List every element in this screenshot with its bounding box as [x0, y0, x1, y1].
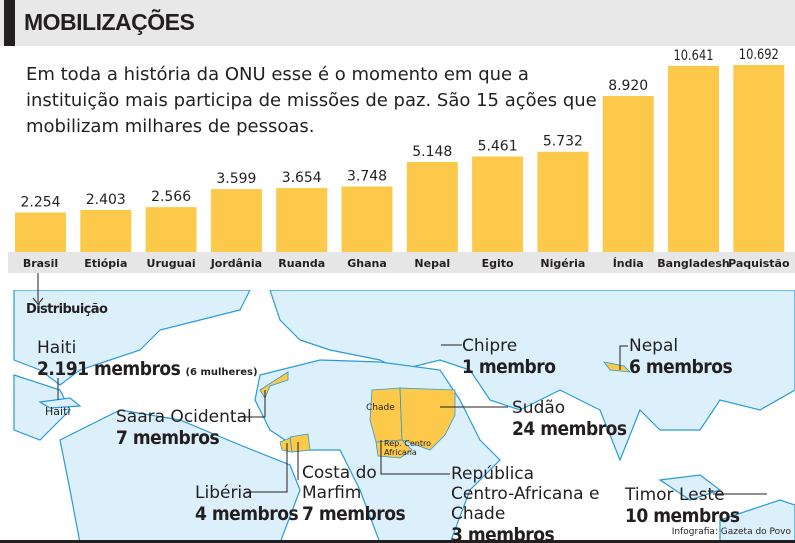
entry-count: 3 membros: [451, 524, 555, 543]
rca-leader: [380, 440, 450, 475]
data-label: 2.254: [21, 195, 61, 211]
entry-count: 10 membros: [625, 505, 740, 527]
car-marker: Rep. Centro Africana: [384, 439, 432, 457]
cote-divoire-highlight: [289, 433, 311, 453]
entry-costa-do-marfim: Costa do Marfim 7 membros: [302, 463, 406, 525]
bar-Ruanda: [276, 188, 328, 252]
data-label: 3.599: [216, 171, 256, 187]
bar-Paquistão: [733, 65, 785, 252]
bar-Bangladesh: [668, 65, 719, 253]
arrow-head: [32, 297, 44, 305]
category-label: Brasil: [23, 257, 58, 270]
entry-count: 4 membros: [195, 503, 299, 525]
intro-text: Em toda a história da ONU esse é o momen…: [26, 64, 597, 137]
data-label: 3.748: [347, 168, 387, 184]
entry-name: Libéria: [195, 483, 253, 503]
indonesia-land: [658, 474, 722, 501]
chad-highlight: [369, 387, 403, 443]
map-shapes: [13, 290, 795, 543]
data-label: 2.566: [151, 189, 191, 205]
data-label: 3.654: [282, 170, 322, 186]
chad-marker: Chade: [366, 403, 395, 413]
entry-count: 2.191 membros: [37, 358, 181, 380]
entry-count: 6 membros: [629, 356, 733, 378]
entry-chipre: Chipre 1 membro: [462, 336, 556, 378]
data-label: 5.148: [412, 144, 452, 160]
entry-name: Chipre: [462, 336, 518, 356]
entry-haiti: Haiti 2.191 membros (6 mulheres): [37, 338, 258, 380]
entry-count: 1 membro: [462, 356, 556, 378]
entry-sudao: Sudão 24 membros: [512, 398, 627, 440]
category-label: Uruguai: [147, 257, 196, 270]
bar-Etiópia: [80, 209, 132, 252]
category-label: Nigéria: [540, 257, 585, 270]
western-sahara-highlight: [259, 371, 289, 399]
entry-rca-chade: República Centro-Africana e Chade 3 memb…: [451, 464, 601, 543]
category-label: Etiópia: [84, 257, 127, 270]
car-highlight: [375, 439, 413, 459]
australia-land: [719, 499, 795, 543]
category-label: Jordânia: [210, 257, 262, 270]
entry-name: Haiti: [37, 338, 77, 358]
entry-saara: Saara Ocidental 7 membros: [116, 407, 252, 449]
entry-name: Timor Leste: [625, 485, 725, 505]
entry-count: 24 membros: [512, 418, 627, 440]
cuba-land: [38, 397, 82, 409]
entry-name: Costa do Marfim: [302, 463, 377, 503]
data-label: 5.461: [478, 138, 518, 154]
entry-name: Nepal: [629, 336, 679, 356]
entry-note: (6 mulheres): [185, 367, 258, 378]
bar-Egito: [472, 156, 524, 252]
bar-Nigéria: [537, 151, 589, 252]
entry-timor-leste: Timor Leste 10 membros: [625, 485, 740, 527]
data-label: 10.692: [739, 47, 779, 63]
south-america-land: [59, 409, 301, 543]
data-label: 2.403: [86, 192, 126, 208]
central-america-land: [13, 374, 71, 441]
entry-name: Sudão: [512, 398, 566, 418]
bar-Índia: [602, 95, 654, 253]
world-map: Distribuição Haiti Chade Rep. Centro Afr…: [0, 290, 795, 543]
page-title: MOBILIZAÇÕES: [24, 9, 195, 35]
nepal-highlight: [603, 361, 632, 373]
entry-count: 7 membros: [302, 503, 406, 525]
bottom-rule: [0, 540, 795, 543]
entry-count: 7 membros: [116, 427, 220, 449]
entry-nepal: Nepal 6 membros: [629, 336, 733, 378]
saara-leader: [238, 390, 266, 418]
bar-Jordânia: [210, 189, 262, 252]
category-label: Ghana: [347, 257, 387, 270]
data-label: 10.641: [674, 48, 714, 64]
entry-name: Saara Ocidental: [116, 407, 252, 427]
category-label: Nepal: [414, 257, 450, 270]
liberia-highlight: [279, 437, 293, 453]
bar-chart: 2.254 Brasil 2.403 Etiópia 2.566 Uruguai 3.599…: [8, 47, 795, 300]
bar-Uruguai: [145, 207, 197, 252]
category-label: Paquistão: [728, 257, 790, 270]
bar-Nepal: [406, 161, 458, 252]
liberia-leader: [246, 443, 288, 493]
category-label: Índia: [613, 257, 644, 270]
distribution-title: Distribuição: [26, 302, 108, 317]
credit: Infografia: Gazeta do Povo: [671, 527, 791, 537]
haiti-marker: Haiti: [45, 405, 71, 418]
category-label: Egito: [482, 257, 514, 270]
category-label: Ruanda: [278, 257, 325, 270]
nepal-leader: [619, 345, 628, 370]
data-label: 5.732: [543, 134, 583, 150]
category-band: [8, 252, 795, 273]
bar-Ghana: [341, 186, 393, 252]
header-band: [0, 0, 795, 46]
north-america-land: [13, 290, 251, 386]
data-label: 8.920: [608, 78, 648, 94]
header-accent-bar: [4, 0, 15, 46]
eurasia-land: [269, 290, 795, 462]
entry-liberia: Libéria 4 membros: [195, 483, 299, 525]
bar-Brasil: [15, 212, 66, 252]
category-label: Bangladesh: [657, 257, 729, 270]
entry-name: República Centro-Africana e Chade: [451, 464, 600, 524]
